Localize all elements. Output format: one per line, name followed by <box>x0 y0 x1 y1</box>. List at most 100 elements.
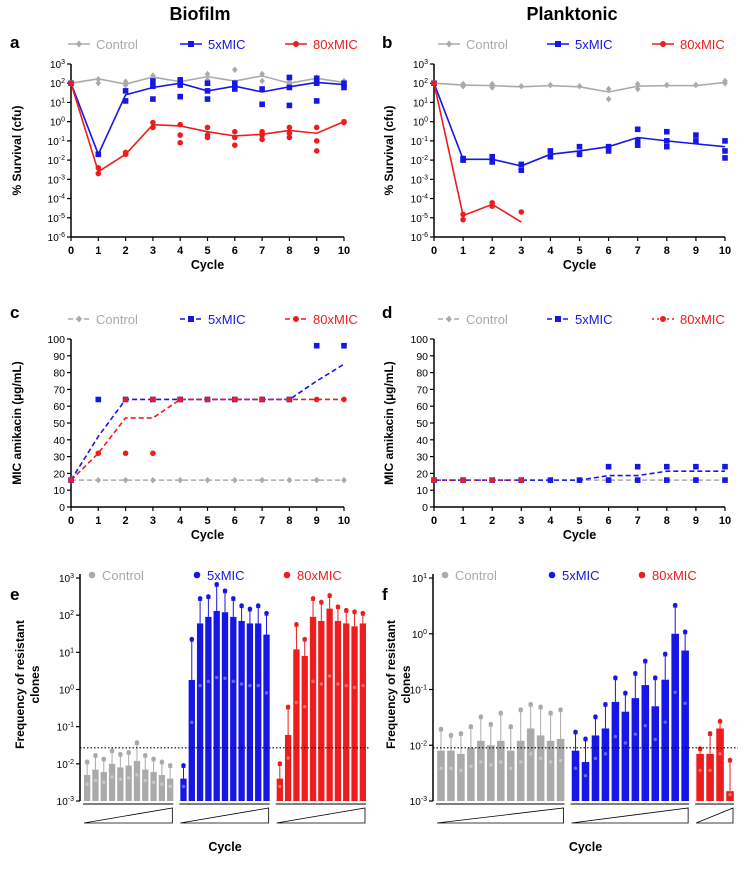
data-point-mic80 <box>95 170 102 177</box>
legend-label-mic5: 5xMIC <box>208 37 246 52</box>
x-axis-label: Cycle <box>191 528 224 542</box>
data-point-mic80 <box>232 134 238 141</box>
data-point-control <box>547 81 554 89</box>
bar-mic5 <box>571 750 580 801</box>
bar-mic5 <box>213 610 220 801</box>
replicate-point-control <box>109 748 115 753</box>
replicate-point-mic80 <box>294 622 299 627</box>
x-tick-label: 4 <box>547 245 554 257</box>
replicate-point-mic5 <box>613 734 618 739</box>
x-axis-label: Cycle <box>569 840 602 854</box>
data-point-mic80 <box>259 132 265 138</box>
replicate-point-control <box>159 759 165 765</box>
replicate-point-mic80 <box>727 757 733 763</box>
bar-control <box>150 772 157 801</box>
y-tick-label: 100 <box>413 117 428 129</box>
replicate-point-control <box>118 777 123 781</box>
legend-label-control: Control <box>96 37 138 52</box>
bar-control <box>167 778 174 801</box>
data-point-mic5 <box>576 477 583 483</box>
y-tick-label: 90 <box>416 351 428 363</box>
data-point-mic80 <box>177 132 183 138</box>
y-axis-label: % Survival (cfu) <box>10 105 24 195</box>
legend-label-mic5: 5xMIC <box>575 37 613 52</box>
y-axis-label: clones <box>28 665 42 703</box>
data-point-mic5 <box>664 143 670 150</box>
y-tick-label: 80 <box>53 368 65 380</box>
bar-mic80 <box>309 616 317 801</box>
replicate-point-mic80 <box>327 593 332 598</box>
cycle-wedge <box>180 807 270 824</box>
data-point-mic5 <box>313 98 320 104</box>
legend-marker-mic80 <box>660 316 666 322</box>
cycle-wedge <box>436 807 564 824</box>
replicate-point-control <box>93 778 98 783</box>
legend-marker-control <box>441 571 449 579</box>
data-point-mic5 <box>634 477 641 483</box>
x-tick-label: 6 <box>232 515 238 527</box>
x-tick-label: 5 <box>204 245 210 257</box>
data-point-mic80 <box>286 130 293 137</box>
data-point-mic5 <box>95 151 102 158</box>
x-tick-label: 2 <box>489 515 495 527</box>
y-tick-label: 10 <box>53 485 65 497</box>
data-point-mic5 <box>605 143 612 150</box>
replicate-point-mic5 <box>206 679 211 684</box>
replicate-point-mic80 <box>319 682 324 686</box>
x-tick-label: 0 <box>431 245 437 257</box>
legend-label-control: Control <box>96 312 138 327</box>
y-tick-label: 101 <box>59 647 74 659</box>
replicate-point-control <box>101 756 107 762</box>
replicate-point-mic80 <box>319 599 324 605</box>
data-point-mic5 <box>313 75 320 82</box>
data-point-mic80 <box>286 124 293 131</box>
cycle-wedge <box>695 807 734 824</box>
replicate-point-control <box>528 701 533 707</box>
data-point-mic80 <box>259 396 265 403</box>
replicate-point-mic5 <box>181 784 186 789</box>
data-point-mic80 <box>95 164 102 171</box>
replicate-point-mic5 <box>673 690 677 694</box>
y-tick-label: 80 <box>416 368 428 380</box>
data-point-mic5 <box>693 477 699 483</box>
series-line-mic5 <box>433 82 726 167</box>
replicate-point-mic5 <box>682 629 688 635</box>
bar-mic5 <box>631 698 640 801</box>
x-tick-label: 9 <box>693 515 699 527</box>
data-point-control <box>259 70 265 78</box>
data-point-mic5 <box>664 138 670 144</box>
data-point-mic5 <box>341 80 347 87</box>
bar-mic5 <box>621 711 630 801</box>
legend-label-mic5: 5xMIC <box>575 312 613 327</box>
replicate-point-control <box>478 714 484 719</box>
cycle-wedge <box>83 807 173 824</box>
replicate-point-mic80 <box>302 636 308 642</box>
data-point-control <box>204 70 211 78</box>
y-tick-label: 100 <box>412 629 427 641</box>
replicate-point-control <box>489 763 493 767</box>
panel-letter: f <box>382 585 388 604</box>
bar-mic5 <box>651 706 660 801</box>
replicate-point-mic5 <box>683 701 687 705</box>
replicate-point-mic5 <box>189 636 195 642</box>
x-tick-label: 3 <box>518 515 524 527</box>
x-tick-label: 10 <box>719 245 731 257</box>
replicate-point-mic80 <box>303 705 307 709</box>
data-point-mic80 <box>518 209 525 215</box>
y-tick-label: 50 <box>416 418 428 430</box>
replicate-point-mic5 <box>663 720 667 724</box>
data-point-mic5 <box>313 342 320 349</box>
data-point-mic5 <box>664 477 670 483</box>
data-point-mic5 <box>286 102 293 109</box>
x-tick-label: 2 <box>123 245 129 257</box>
data-point-mic5 <box>489 153 495 160</box>
replicate-point-mic5 <box>231 596 236 601</box>
data-point-mic80 <box>431 477 437 483</box>
replicate-point-control <box>468 724 474 729</box>
replicate-point-mic5 <box>603 701 608 707</box>
bar-mic80 <box>359 623 367 801</box>
replicate-point-mic5 <box>623 690 628 696</box>
x-tick-label: 3 <box>150 515 156 527</box>
replicate-point-control <box>135 773 139 777</box>
